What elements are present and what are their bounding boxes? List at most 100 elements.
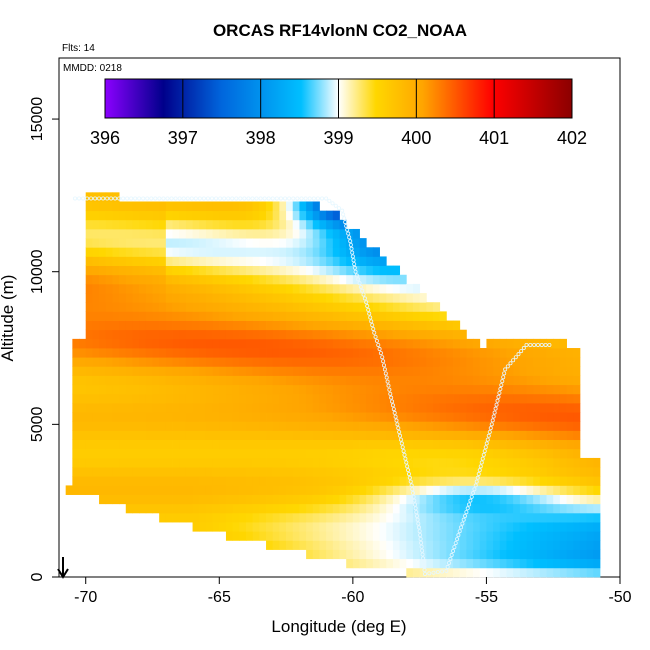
heat-cell — [92, 457, 100, 468]
heat-cell — [179, 448, 187, 459]
heat-cell — [152, 348, 160, 358]
heat-cell — [112, 265, 120, 276]
flight-track-point — [415, 517, 420, 522]
heat-cell — [119, 393, 127, 404]
heat-cell — [473, 494, 481, 505]
heat-cell — [306, 247, 314, 257]
heat-cell — [493, 439, 501, 450]
flight-track-point — [482, 449, 487, 454]
heat-cell — [399, 476, 407, 486]
heat-cell — [352, 531, 360, 541]
heat-cell — [412, 558, 421, 569]
heat-cell — [252, 219, 260, 230]
heat-cell — [286, 448, 294, 459]
heat-cell — [412, 531, 421, 541]
heat-cell — [299, 256, 307, 266]
heat-cell — [379, 366, 387, 376]
heat-cell — [246, 311, 254, 321]
heat-cell — [279, 439, 287, 450]
heat-cell — [459, 476, 467, 486]
heat-cell — [513, 476, 521, 486]
flight-track-point — [419, 544, 424, 549]
heat-cell — [139, 457, 147, 468]
heat-cell — [526, 531, 534, 541]
heat-cell — [185, 393, 193, 404]
heat-cell — [519, 439, 527, 450]
heat-cell — [553, 522, 561, 532]
heat-cell — [586, 485, 594, 495]
heat-cell — [312, 338, 320, 349]
heat-cell — [332, 384, 340, 395]
heat-cell — [459, 448, 467, 459]
heat-cell — [312, 210, 320, 221]
heat-cell — [559, 549, 567, 560]
heat-cell — [132, 329, 140, 340]
heat-cell — [272, 457, 280, 468]
heat-cell — [172, 311, 180, 321]
y-tick-label: 5000 — [29, 406, 46, 442]
heat-cell — [159, 503, 167, 514]
heat-cell — [139, 393, 147, 404]
heat-cell — [105, 412, 113, 422]
heat-cell — [453, 375, 461, 386]
heat-cell — [219, 494, 227, 505]
heat-cell — [152, 329, 160, 340]
heat-cell — [205, 485, 214, 495]
heat-cell — [192, 494, 200, 505]
heat-cell — [506, 412, 514, 422]
heat-cell — [105, 494, 113, 505]
heat-cell — [486, 348, 494, 358]
heat-cell — [306, 329, 314, 340]
heat-cell — [279, 256, 287, 266]
flight-track-point — [500, 379, 505, 384]
flight-track-point — [218, 196, 223, 201]
heat-cell — [212, 375, 220, 386]
heat-cell — [179, 228, 187, 239]
heat-cell — [453, 503, 461, 514]
heat-cell — [132, 302, 140, 312]
heat-cell — [573, 567, 581, 578]
flight-track-point — [125, 196, 130, 201]
heat-cell — [579, 467, 588, 477]
heat-cell — [553, 338, 561, 349]
flight-track-point — [501, 375, 506, 380]
flight-track-point — [336, 206, 341, 211]
heat-cell — [513, 393, 521, 404]
heat-cell — [326, 384, 334, 395]
heat-cell — [326, 503, 334, 514]
heat-cell — [326, 338, 334, 349]
heat-cell — [132, 293, 140, 303]
heat-cell — [219, 476, 227, 486]
heat-cell — [232, 302, 240, 312]
heat-cell — [439, 448, 447, 459]
heat-cell — [212, 402, 220, 413]
heat-cell — [359, 503, 367, 514]
heat-cell — [145, 329, 153, 340]
heat-cell — [219, 402, 227, 413]
heat-cell — [179, 247, 187, 257]
heat-cell — [266, 228, 274, 239]
heat-cell — [392, 549, 401, 560]
heat-cell — [92, 412, 100, 422]
heat-cell — [493, 348, 501, 358]
heat-cell — [246, 357, 254, 367]
heat-cell — [419, 329, 427, 340]
heat-cell — [559, 531, 567, 541]
heat-cell — [299, 421, 307, 431]
heat-cell — [199, 238, 207, 248]
heat-cell — [553, 540, 561, 550]
heat-cell — [533, 503, 541, 514]
flight-track-point — [477, 468, 482, 473]
heat-cell — [92, 467, 100, 477]
heat-cell — [279, 531, 287, 541]
heat-cell — [439, 384, 447, 395]
heat-cell — [306, 457, 314, 468]
flight-track-point — [486, 433, 491, 438]
heat-cell — [205, 512, 214, 523]
heat-cell — [399, 558, 407, 569]
heat-cell — [319, 329, 327, 340]
heat-cell — [519, 348, 527, 358]
heat-cell — [145, 457, 153, 468]
heat-cell — [306, 320, 314, 331]
heat-cell — [145, 412, 153, 422]
